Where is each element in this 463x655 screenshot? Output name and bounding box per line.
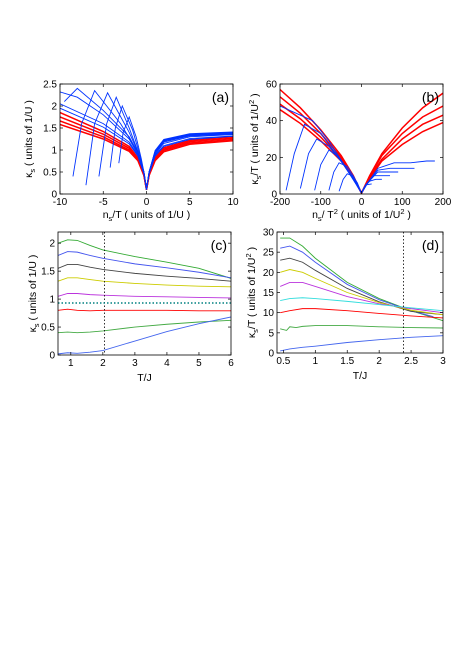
x-axis-label-b: ns/ T2 ( units of 1/U2 ) [312,207,411,223]
x-tick-label-c-3: 4 [164,358,170,369]
x-tick-label-c-4: 5 [196,358,202,369]
series-line-a-12 [60,107,233,190]
series-line-b-9 [338,173,372,194]
series-line-c-7 [58,316,231,355]
x-tick-label-c-5: 6 [228,358,234,369]
x-axis-label-d: T/J [353,370,368,382]
series-line-d-5 [280,297,443,312]
series-line-d-1 [280,245,434,318]
x-tick-label-d-2: 1.5 [340,356,354,367]
panel-label-a: (a) [212,89,229,105]
y-tick-label-d-6: 30 [263,228,275,239]
y-tick-label-d-1: 5 [268,328,274,339]
x-tick-label-d-0: 0.5 [276,356,290,367]
x-tick-label-c-2: 3 [132,358,138,369]
x-axis-label-a: ns/T ( units of 1/U ) [103,209,191,223]
y-tick-label-a-1: 0.5 [43,168,57,179]
series-line-c-0 [58,239,231,279]
x-tick-label-b-2: 0 [359,197,365,208]
x-tick-label-b-3: 100 [394,197,411,208]
series-line-b-6 [299,138,399,194]
y-tick-label-d-3: 15 [263,288,275,299]
y-tick-label-b-2: 40 [266,116,278,127]
series-line-a-0 [60,111,233,190]
series-line-a-2 [60,120,233,190]
y-axis-label-b: κs/T ( units of 1/U2 ) [247,93,263,184]
x-tick-label-b-4: 200 [435,197,452,208]
series-line-c-2 [58,263,231,282]
x-tick-label-a-4: 10 [227,197,239,208]
series-line-a-11 [60,103,233,190]
series-line-d-4 [280,281,443,314]
y-axis-label-a: κs ( units of 1/U ) [23,100,37,178]
y-tick-label-c-2: 1 [49,295,55,306]
series-line-d-3 [280,269,443,316]
x-tick-label-c-0: 1 [68,358,74,369]
y-tick-label-d-4: 20 [263,268,275,279]
x-tick-label-b-0: -200 [270,197,290,208]
x-tick-label-d-4: 2.5 [404,356,418,367]
series-line-c-6 [58,319,231,334]
y-tick-label-c-4: 2 [49,239,55,250]
y-tick-label-a-3: 1.5 [43,124,57,135]
y-tick-label-b-3: 60 [266,80,278,91]
y-tick-label-d-2: 10 [263,308,275,319]
panel-label-d: (d) [422,237,439,253]
series-line-b-0 [280,88,443,194]
x-tick-label-d-3: 2 [376,356,382,367]
y-tick-label-b-0: 0 [271,190,277,201]
x-axis-label-c: T/J [137,372,152,384]
x-tick-label-a-3: 5 [187,197,193,208]
axes-frame-d [276,231,444,354]
series-line-b-5 [285,123,415,194]
x-tick-label-d-5: 3 [440,356,446,367]
y-tick-label-a-4: 2 [51,102,57,113]
series-line-d-7 [280,325,443,331]
x-tick-label-d-1: 1 [313,356,319,367]
y-tick-label-c-1: 0.5 [41,323,55,334]
series-line-d-2 [280,257,443,316]
x-tick-label-b-1: -100 [311,197,331,208]
series-line-d-8 [280,335,443,352]
y-tick-label-c-3: 1.5 [41,267,55,278]
y-tick-label-d-0: 0 [268,349,274,360]
x-tick-label-a-2: 0 [144,197,150,208]
axes-frame-b [279,83,444,195]
y-tick-label-a-0: 0 [51,190,57,201]
y-tick-label-c-0: 0 [49,351,55,362]
y-axis-label-d: κs/T ( units of 1/U2 ) [244,247,260,338]
x-tick-label-c-1: 2 [100,358,106,369]
y-tick-label-d-5: 25 [263,248,275,259]
y-tick-label-a-5: 2.5 [43,80,57,91]
y-tick-label-b-1: 20 [266,153,278,164]
series-line-d-6 [280,308,443,319]
series-line-c-3 [58,277,231,288]
x-tick-label-a-1: -5 [99,197,108,208]
x-tick-label-a-0: -10 [53,197,68,208]
y-axis-label-c: κs ( units of 1/U ) [27,255,41,333]
panel-label-c: (c) [211,237,227,253]
panel-label-b: (b) [422,89,439,105]
y-tick-label-a-2: 1 [51,146,57,157]
series-line-c-1 [58,251,231,279]
series-line-a-1 [60,116,233,190]
panel-c: 1 2 3 4 5 6 0 0.5 1 1.5 2 T/J κs ( units of 1/U ) (c) [27,231,234,384]
series-line-c-5 [58,308,231,312]
series-line-c-4 [58,293,231,299]
panel-b: -200 -100 0 100 200 0 20 40 60 ns/ T2 ( units of … [247,80,452,224]
axes-frame-c [57,231,232,356]
series-line-b-7 [314,149,391,194]
panel-a: -10 -5 0 5 10 0 0.5 1 1.5 2 2.5 ns/T ( units of 1/U… [23,80,239,224]
